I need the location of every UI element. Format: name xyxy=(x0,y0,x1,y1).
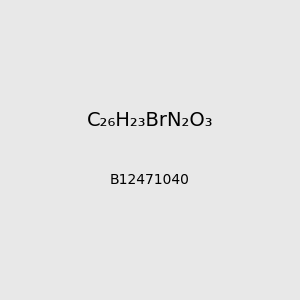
Text: B12471040: B12471040 xyxy=(110,173,190,187)
Text: C₂₆H₂₃BrN₂O₃: C₂₆H₂₃BrN₂O₃ xyxy=(87,110,213,130)
